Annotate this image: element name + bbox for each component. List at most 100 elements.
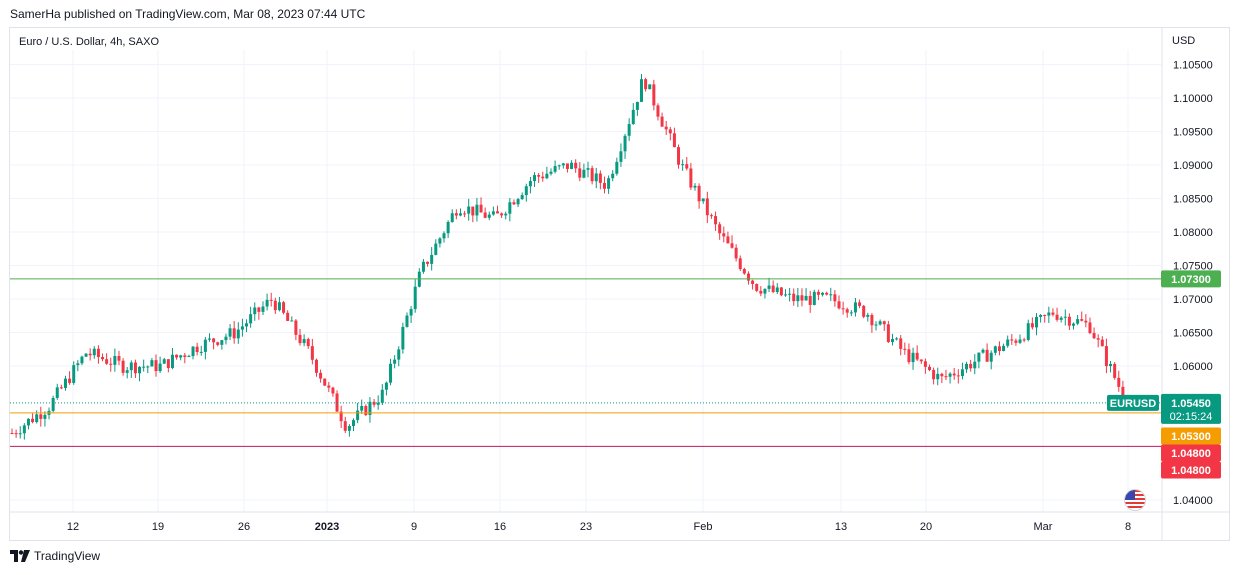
candle-body [697,185,701,202]
candle-body [68,378,72,383]
candle-body [495,211,499,214]
symbol-tag-bg [1107,394,1159,411]
candle-body [545,173,549,179]
y-tick-label: 1.04000 [1173,495,1213,507]
candle-body [405,315,409,327]
candle-body [290,320,294,322]
candle-body [146,366,150,368]
candle-body [142,366,146,368]
candle-body [467,206,471,214]
candle-body [960,369,964,377]
candle-body [1113,363,1117,378]
candle-body [812,291,816,305]
candle-body [730,243,734,248]
candle-body [1043,314,1047,316]
candle-body [125,370,129,373]
candle-body [421,261,425,272]
candle-body [574,162,578,169]
candle-body [734,247,738,259]
candle-body [981,349,985,353]
candle-body [236,329,240,339]
candle-body [347,425,351,431]
candle-body [751,280,755,285]
us-flag-icon[interactable] [1124,489,1146,511]
candle-body [837,301,841,309]
candle-body [380,389,384,403]
candle-body [442,233,446,239]
footer-brand[interactable]: TradingView [10,549,100,563]
candle-body [1072,323,1076,326]
candle-body [51,397,55,411]
candle-body [746,273,750,281]
candle-body [491,211,495,215]
candle-body [1030,323,1034,328]
level-label-red-2: 1.04800 [1171,465,1211,477]
candle-body [376,402,380,405]
candle-body [849,312,853,314]
y-tick-label: 1.09500 [1173,127,1213,139]
candle-body [932,369,936,380]
candle-body [43,414,47,419]
countdown: 02:15:24 [1170,411,1213,423]
x-tick-label: 19 [152,521,164,533]
candle-body [84,353,88,357]
candle-body [677,147,681,165]
candle-body [183,355,187,357]
candle-body [742,269,746,274]
candle-body [882,321,886,325]
candle-body [878,321,882,325]
level-label-red-1-bg [1161,444,1221,462]
candle-body [10,433,14,434]
candle-body [615,161,619,174]
candle-body [133,362,137,374]
candle-body [660,116,664,127]
candle-body [302,339,306,344]
current-price: 1.05450 [1171,398,1211,410]
candle-body [207,338,211,340]
candle-body [351,420,355,426]
candle-body [1088,322,1092,334]
candle-body [709,215,713,217]
candle-body [1055,314,1059,320]
candle-body [360,406,364,411]
candle-body [923,361,927,367]
candle-body [890,338,894,343]
candle-body [1092,333,1096,339]
candle-body [672,133,676,148]
candle-body [804,295,808,301]
candle-body [853,302,857,313]
candle-body [598,173,602,183]
candle-body [500,213,504,216]
candle-body [611,173,615,179]
candle-body [105,359,109,364]
candle-body [508,202,512,214]
x-tick-label: 26 [238,521,250,533]
x-tick-label: 13 [835,521,847,533]
candle-body [582,169,586,178]
candle-body [1039,314,1043,317]
candle-body [162,359,166,364]
x-tick-label: 12 [67,521,79,533]
candle-body [26,418,30,426]
candle-body [450,213,454,222]
candle-body [14,433,18,435]
candle-body [940,373,944,377]
candle-body [664,126,668,130]
candle-body [216,342,220,345]
x-tick-label: 20 [920,521,932,533]
level-label-green: 1.07300 [1171,274,1211,286]
candle-body [701,198,705,202]
candle-body [310,346,314,360]
candle-body [1100,339,1104,347]
candle-body [1010,339,1014,341]
candle-body [409,309,413,316]
candle-body [327,385,331,388]
candle-body [80,356,84,364]
candle-body [1121,386,1125,400]
candle-body [845,309,849,313]
candle-body [936,373,940,380]
candle-body [129,362,133,371]
candle-body [294,320,298,335]
time-axis: 12 19 26 2023 9 16 23 Feb 13 20 Mar 8 [67,521,1131,533]
